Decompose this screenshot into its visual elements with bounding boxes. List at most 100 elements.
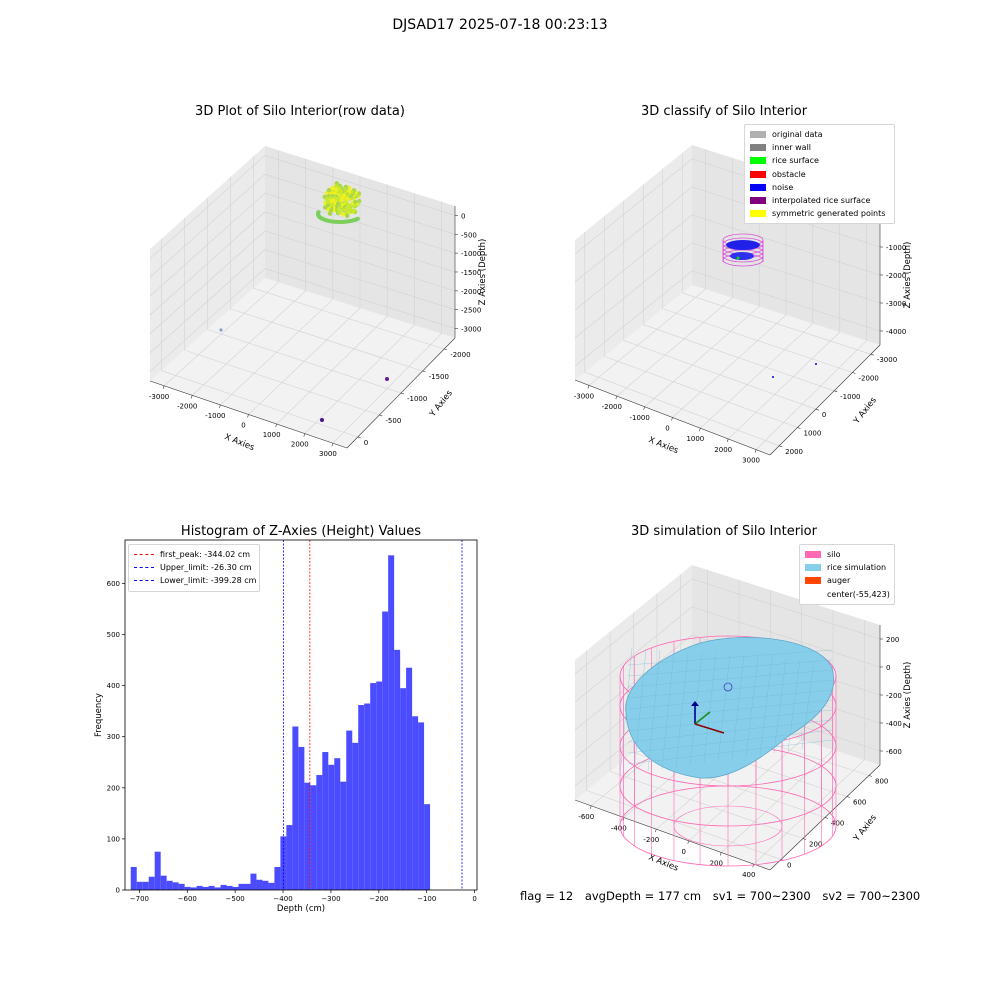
raw-point (336, 197, 341, 202)
x-gridline (728, 331, 840, 440)
histogram-title: Histogram of Z-Axies (Height) Values (180, 524, 422, 539)
mesh-line (627, 649, 833, 666)
x-tick-mark (275, 423, 277, 428)
x-tick-label: −100 (417, 895, 436, 903)
mesh-line (627, 659, 833, 677)
z-gridline (149, 155, 266, 259)
legend-item-noise: noise (750, 181, 889, 194)
raw-point-cloud (316, 181, 362, 224)
legend-label: inner wall (772, 143, 812, 153)
mesh-line (627, 679, 833, 699)
z-gridline (264, 211, 456, 273)
histogram-bar (316, 775, 323, 890)
z-tick-label: -3000 (886, 300, 906, 308)
z-axis-label: Z Axies (Depth) (903, 662, 913, 729)
x-tick-label: -600 (578, 813, 594, 821)
histogram-bar (358, 705, 365, 890)
y-tick-label: 800 (875, 778, 888, 786)
y-tick-mark (444, 348, 448, 351)
y-gridline (623, 340, 816, 410)
z-gridline (574, 158, 693, 255)
mesh-line (627, 709, 833, 732)
x-tick-label: 2000 (714, 446, 732, 454)
x-tick-mark (654, 829, 657, 833)
x-tick-label: 3000 (319, 450, 337, 458)
raw-plot-title: 3D Plot of Silo Interior(row data) (195, 104, 405, 119)
histogram-bar (370, 683, 377, 890)
y-tick-mark (868, 775, 873, 777)
raw-point (348, 207, 353, 212)
z-gridline (691, 578, 881, 640)
x-gridline (616, 297, 733, 397)
histogram-bar (160, 875, 167, 890)
legend-item-auger: auger (805, 574, 889, 587)
z-tick-label: -2000 (886, 272, 906, 280)
histogram-bar (232, 886, 239, 890)
histogram-bar (172, 882, 179, 890)
mesh-line (619, 647, 633, 776)
mesh-line (647, 649, 661, 772)
z-tick-label: -600 (886, 748, 902, 756)
z-gridline (691, 214, 881, 276)
x-tick-mark (587, 385, 590, 389)
mesh-line (627, 739, 833, 765)
mesh-line (675, 651, 689, 768)
x-tick-label: −300 (321, 895, 340, 903)
x-tick-mark (726, 438, 729, 443)
z-gridline (691, 606, 881, 668)
y-gridline (184, 349, 380, 416)
y-tick-label: 0 (116, 887, 120, 895)
histogram-bar (226, 885, 233, 890)
histogram-bar (346, 730, 353, 890)
z-tick-label: 200 (886, 636, 899, 644)
x-tick-label: -200 (643, 836, 659, 844)
y-gridline (230, 308, 423, 372)
y-tick-mark (357, 436, 361, 439)
z-gridline (149, 249, 266, 353)
mesh-line (627, 719, 833, 743)
x-tick-label: 1000 (263, 431, 281, 439)
histogram-bar (352, 742, 359, 890)
y-tick-mark (870, 353, 874, 356)
x-tick-label: 0 (241, 422, 245, 430)
z-gridline (264, 268, 456, 329)
x-tick-mark (643, 406, 645, 410)
legend-swatch (750, 183, 766, 191)
x-tick-label: 3000 (742, 457, 760, 465)
silo-base-ring (673, 805, 783, 847)
classify-plot-title: 3D classify of Silo Interior (640, 104, 808, 119)
z-gridline (149, 192, 266, 297)
z-gridline (691, 270, 881, 332)
legend-label: rice surface (772, 156, 819, 166)
x-tick-mark (671, 417, 673, 421)
x-tick-label: 400 (742, 871, 755, 879)
histogram-bar (286, 825, 293, 890)
legend-item-inner-wall: inner wall (750, 141, 889, 154)
histogram-bar (418, 722, 425, 890)
z-gridline (264, 249, 456, 311)
y-tick-label: 200 (107, 784, 120, 792)
y-tick-mark (422, 370, 426, 373)
simulation-plot-title: 3D simulation of Silo Interior (631, 524, 817, 539)
rice-surface-mesh (619, 647, 833, 776)
y-gridline (662, 308, 853, 373)
raw-point (325, 202, 331, 208)
legend-item-first-peak: first_peak: -344.02 cm (134, 548, 254, 561)
raw-outlier-point (219, 328, 223, 332)
mesh-line (745, 656, 759, 758)
raw-outlier-point (320, 418, 324, 422)
raw-point (335, 201, 341, 206)
y-axis-label: Y Axies (851, 813, 879, 845)
y-tick-mark (852, 372, 856, 374)
histogram-bar (148, 876, 155, 890)
raw-point (345, 213, 350, 218)
histogram-bar (208, 885, 215, 890)
x-tick-label: -400 (611, 825, 627, 833)
raw-point (330, 198, 336, 203)
histogram-bar (190, 887, 197, 890)
histogram-bar (400, 688, 407, 890)
raw-point (322, 205, 328, 210)
legend-line (134, 580, 154, 582)
histogram-bar (154, 851, 161, 890)
legend-label: silo (827, 550, 841, 560)
